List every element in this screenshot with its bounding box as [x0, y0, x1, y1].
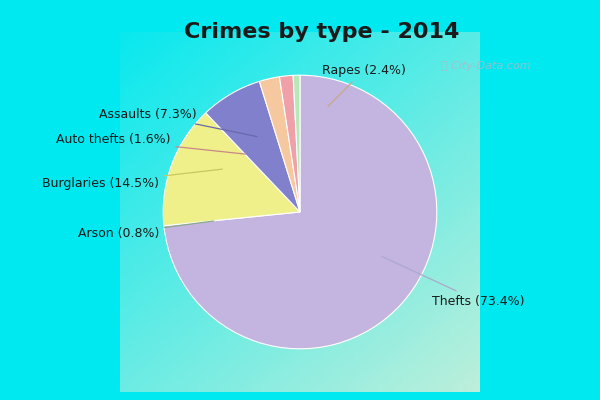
Text: Assaults (7.3%): Assaults (7.3%) — [98, 108, 257, 136]
Text: Burglaries (14.5%): Burglaries (14.5%) — [42, 169, 223, 190]
Text: ⓘ City-Data.com: ⓘ City-Data.com — [441, 61, 530, 71]
Wedge shape — [206, 81, 300, 212]
Text: Auto thefts (1.6%): Auto thefts (1.6%) — [56, 134, 245, 154]
Text: Crimes by type - 2014: Crimes by type - 2014 — [184, 22, 459, 42]
Text: Arson (0.8%): Arson (0.8%) — [77, 221, 214, 240]
Wedge shape — [280, 75, 300, 212]
Text: Thefts (73.4%): Thefts (73.4%) — [382, 256, 525, 308]
Wedge shape — [293, 75, 300, 212]
Wedge shape — [259, 77, 300, 212]
Text: Rapes (2.4%): Rapes (2.4%) — [322, 64, 406, 106]
Wedge shape — [164, 75, 437, 349]
Wedge shape — [163, 113, 300, 226]
